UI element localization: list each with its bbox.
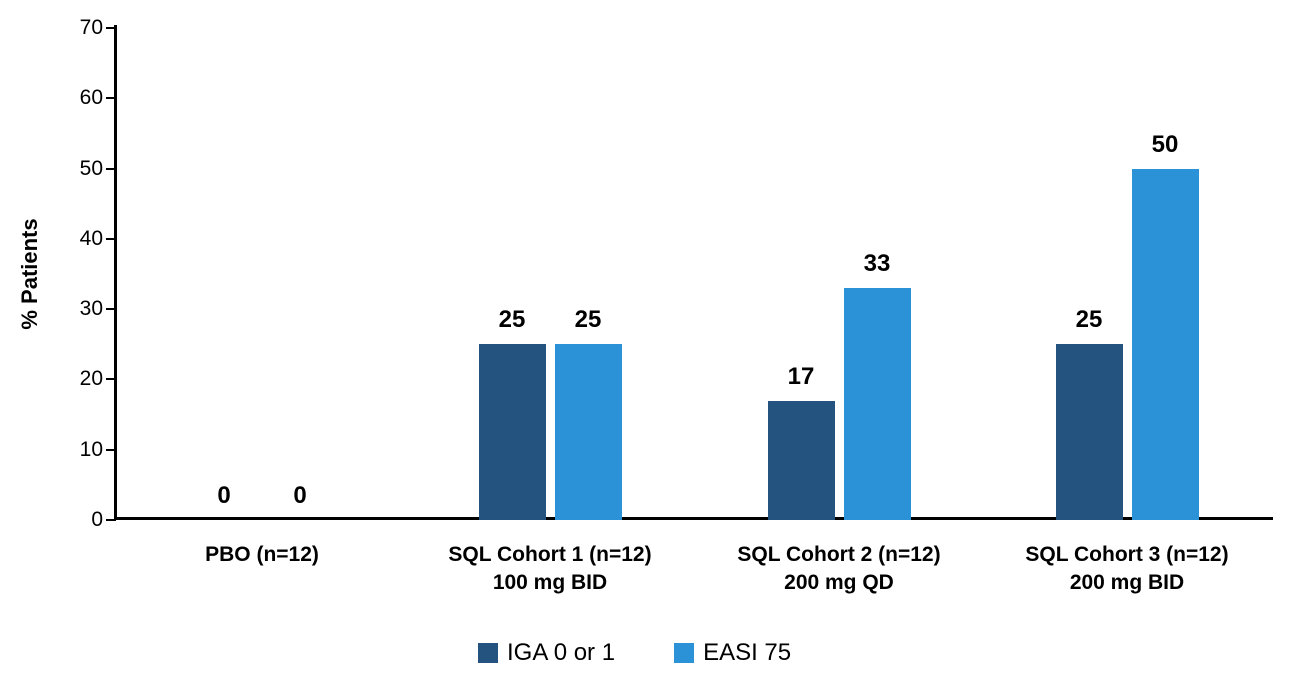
bar-easi-75-cat3 [843,288,911,520]
y-axis-title: % Patients [17,218,42,330]
x-category-line1: SQL Cohort 2 (n=12) [737,543,941,566]
x-category-line2: 200 mg BID [1069,571,1185,594]
y-tick-label: 10 [79,438,103,461]
y-tick-mark [106,449,116,451]
x-category-line2: 200 mg QD [784,571,894,594]
x-category-label: PBO (n=12) [112,541,412,569]
bar-iga-0-or-1-cat2 [478,344,546,520]
value-label: 17 [787,363,815,390]
x-category-label: SQL Cohort 2 (n=12) 200 mg QD [689,541,989,597]
value-label: 25 [574,306,602,333]
x-category-line2: 100 mg BID [492,571,608,594]
legend-swatch-icon [674,643,695,663]
legend-label: EASI 75 [703,639,792,666]
y-tick-label: 50 [79,157,103,180]
bar-iga-0-or-1-cat3 [767,401,835,520]
y-tick-label: 0 [91,508,103,531]
x-category-label: SQL Cohort 3 (n=12) 200 mg BID [977,541,1277,597]
legend-label: IGA 0 or 1 [507,639,616,666]
y-tick-mark [106,308,116,310]
x-category-line1: PBO (n=12) [205,543,319,566]
value-label: 0 [217,482,231,509]
y-tick-label: 60 [79,86,103,109]
legend-item-easi-75: EASI 75 [674,639,791,667]
bar-iga-0-or-1-cat4 [1055,344,1123,520]
x-category-label: SQL Cohort 1 (n=12) 100 mg BID [400,541,700,597]
value-label: 25 [498,306,526,333]
y-tick-mark [106,27,116,29]
bar-easi-75-cat2 [554,344,622,520]
y-tick-mark [106,519,116,521]
value-label: 25 [1075,306,1103,333]
bar-easi-75-cat4 [1131,169,1199,520]
y-tick-mark [106,168,116,170]
legend: IGA 0 or 1 EASI 75 [478,639,791,667]
y-axis-line [114,25,117,520]
y-tick-label: 70 [79,16,103,39]
legend-item-iga-0-or-1: IGA 0 or 1 [478,639,615,667]
value-label: 0 [293,482,307,509]
y-tick-label: 30 [79,297,103,320]
y-tick-mark [106,378,116,380]
x-category-line1: SQL Cohort 1 (n=12) [448,543,652,566]
value-label: 50 [1151,131,1179,158]
legend-swatch-icon [478,643,498,663]
x-category-line1: SQL Cohort 3 (n=12) [1025,543,1229,566]
y-tick-mark [106,97,116,99]
y-tick-label: 40 [79,227,103,250]
x-axis-line [114,517,1273,520]
value-label: 33 [863,250,891,277]
y-tick-mark [106,238,116,240]
y-tick-label: 20 [79,367,103,390]
